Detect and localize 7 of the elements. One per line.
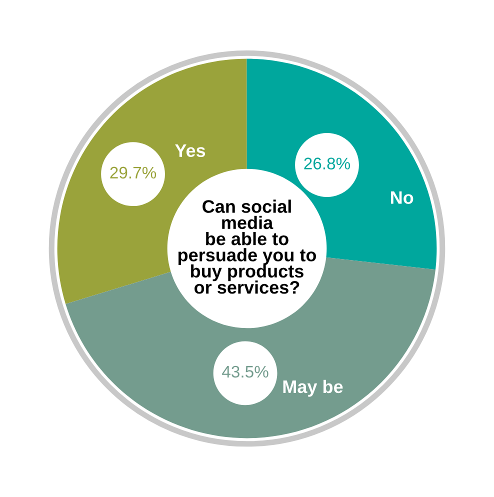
slice-label: Yes — [175, 144, 206, 158]
data-label: 29.7% — [110, 166, 156, 179]
slice-label: May be — [283, 380, 343, 397]
slice-label: No — [391, 191, 414, 204]
text: Can social media be able to persuade you to buy products or services? — [178, 200, 316, 294]
data-label: 26.8% — [304, 158, 350, 170]
data-label: 43.5% — [222, 366, 268, 378]
